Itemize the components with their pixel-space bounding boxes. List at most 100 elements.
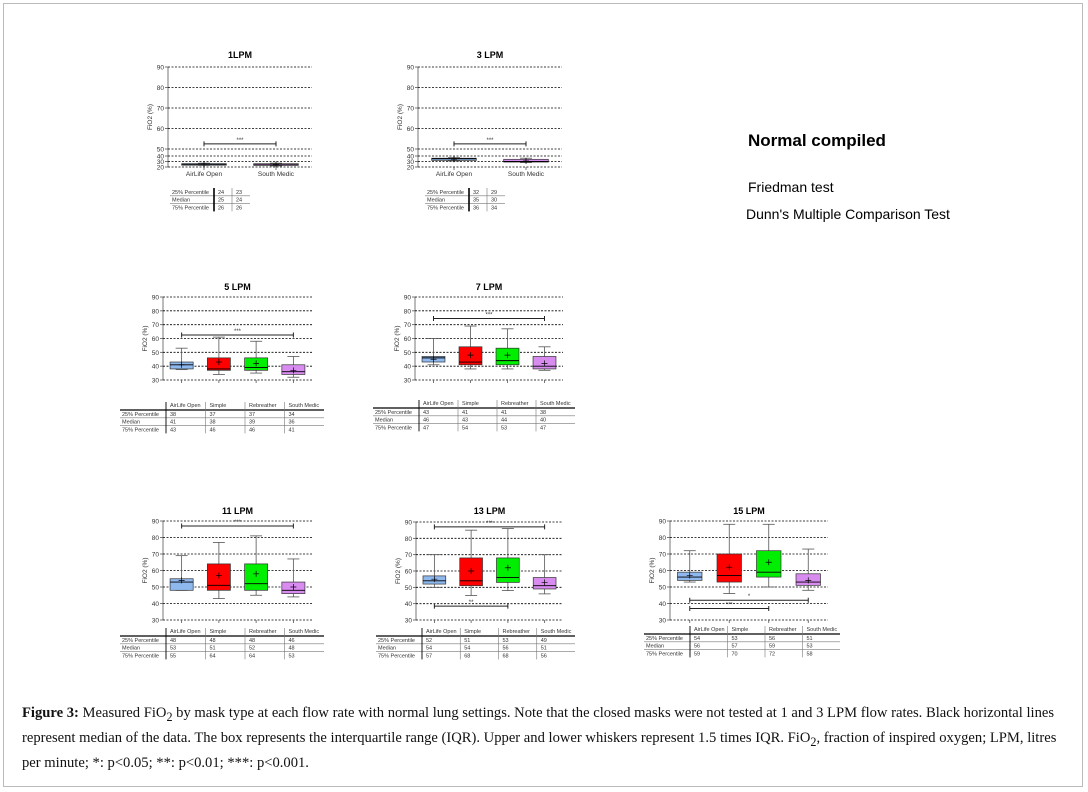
y-tick-label: 50 [152, 350, 160, 357]
mean-marker [290, 584, 297, 590]
caption-text: , fraction of inspired oxygen; LPM, litr… [22, 729, 1057, 771]
table-cell: 56 [503, 646, 509, 652]
table-cell: 53 [732, 636, 738, 642]
x-tick-label: AirLife Open [436, 171, 473, 178]
caption-text: by mask type at each flow rate with norm… [22, 705, 1055, 746]
table-cell: 72 [769, 651, 775, 657]
table-row-label: 25% Percentile [378, 638, 415, 644]
y-tick-label: 60 [404, 336, 412, 343]
table-cell: 53 [503, 638, 509, 644]
significance-bar [203, 141, 277, 147]
y-tick-label: 40 [659, 601, 667, 608]
y-axis-label: FiO2 (%) [147, 104, 154, 130]
figure-caption: Figure 3: Measured FiO2 by mask type at … [22, 703, 1068, 774]
y-tick-label: 40 [407, 154, 415, 161]
table-cell: 53 [807, 644, 813, 650]
mean-marker [253, 360, 260, 367]
significance-label: *** [234, 520, 242, 526]
y-tick-label: 30 [152, 378, 160, 385]
table-column-header: AirLife Open [170, 403, 201, 409]
y-tick-label: 50 [407, 147, 415, 154]
y-axis-label: FiO2 (%) [142, 326, 149, 352]
y-tick-label: 90 [152, 519, 160, 526]
table-column-header: AirLife Open [170, 629, 201, 635]
table-cell: 46 [423, 418, 429, 424]
y-tick-label: 40 [152, 601, 160, 608]
table-cell: 48 [249, 638, 255, 644]
y-tick-label: 20 [407, 165, 415, 172]
table-row-label: 25% Percentile [122, 412, 159, 418]
y-tick-label: 80 [407, 85, 415, 92]
table-cell: 56 [694, 644, 700, 650]
table-cell: 55 [170, 653, 176, 659]
y-tick-label: 70 [152, 552, 160, 559]
table-cell: 41 [289, 427, 295, 433]
table-cell: 54 [426, 646, 432, 652]
box-rebreather [244, 563, 269, 591]
table-cell: 68 [464, 653, 470, 659]
y-axis-label: FiO2 (%) [649, 558, 656, 584]
table-cell: 34 [491, 205, 497, 211]
table-column-header: Simple [464, 629, 481, 635]
table-cell: 38 [170, 412, 176, 418]
table-row-label: 25% Percentile [375, 410, 412, 416]
y-tick-label: 90 [407, 65, 415, 72]
table-cell: 38 [540, 410, 546, 416]
chart-title: 15 LPM [733, 506, 765, 516]
table-cell: 36 [473, 205, 479, 211]
y-tick-label: 50 [659, 585, 667, 592]
significance-label: *** [485, 312, 493, 318]
table-cell: 54 [462, 425, 468, 431]
table-cell: 53 [501, 425, 507, 431]
table-column-header: Simple [462, 401, 479, 407]
mean-marker [467, 352, 474, 359]
table-row-label: 75% Percentile [646, 651, 683, 657]
table-cell: 57 [426, 653, 432, 659]
table-cell: 23 [236, 190, 242, 196]
table-cell: 49 [541, 638, 547, 644]
table-row-label: 25% Percentile [172, 190, 209, 196]
table-cell: 58 [807, 651, 813, 657]
table-cell: 25 [218, 198, 224, 204]
figure-frame [3, 3, 1083, 787]
table-cell: 24 [218, 190, 224, 196]
y-tick-label: 60 [157, 126, 165, 133]
chart-title: 13 LPM [474, 506, 506, 516]
mean-marker [805, 577, 812, 584]
chart-title: 7 LPM [476, 282, 503, 292]
table-cell: 43 [423, 410, 429, 416]
table-column-header: Rebreather [249, 403, 277, 409]
table-row-label: 75% Percentile [172, 205, 209, 211]
table-cell: 51 [464, 638, 470, 644]
table-row-label: Median [646, 644, 664, 650]
table-cell: 54 [464, 646, 470, 652]
y-tick-label: 30 [405, 618, 413, 625]
table-cell: 47 [540, 425, 546, 431]
mean-marker [215, 359, 222, 366]
table-row-label: 75% Percentile [122, 653, 159, 659]
y-tick-label: 30 [404, 378, 412, 385]
table-row-label: Median [375, 418, 393, 424]
table-row-label: 75% Percentile [122, 427, 159, 433]
table-column-header: Rebreather [503, 629, 531, 635]
table-cell: 26 [236, 205, 242, 211]
y-tick-label: 60 [405, 569, 413, 576]
caption-text: Measured FiO [78, 705, 167, 721]
significance-label: ** [469, 600, 474, 606]
mean-marker [253, 570, 260, 577]
table-column-header: Simple [732, 627, 749, 633]
table-cell: 24 [236, 198, 242, 204]
significance-label: *** [486, 521, 494, 527]
table-row-label: Median [122, 420, 140, 426]
significance-label: *** [234, 329, 242, 335]
mean-marker [273, 161, 279, 168]
significance-bar [689, 597, 809, 603]
y-axis-label: FiO2 (%) [394, 326, 401, 352]
table-cell: 56 [769, 636, 775, 642]
mean-marker [431, 576, 438, 583]
test-name-friedman: Friedman test [748, 179, 834, 195]
significance-bar [433, 315, 545, 321]
y-tick-label: 80 [659, 535, 667, 542]
